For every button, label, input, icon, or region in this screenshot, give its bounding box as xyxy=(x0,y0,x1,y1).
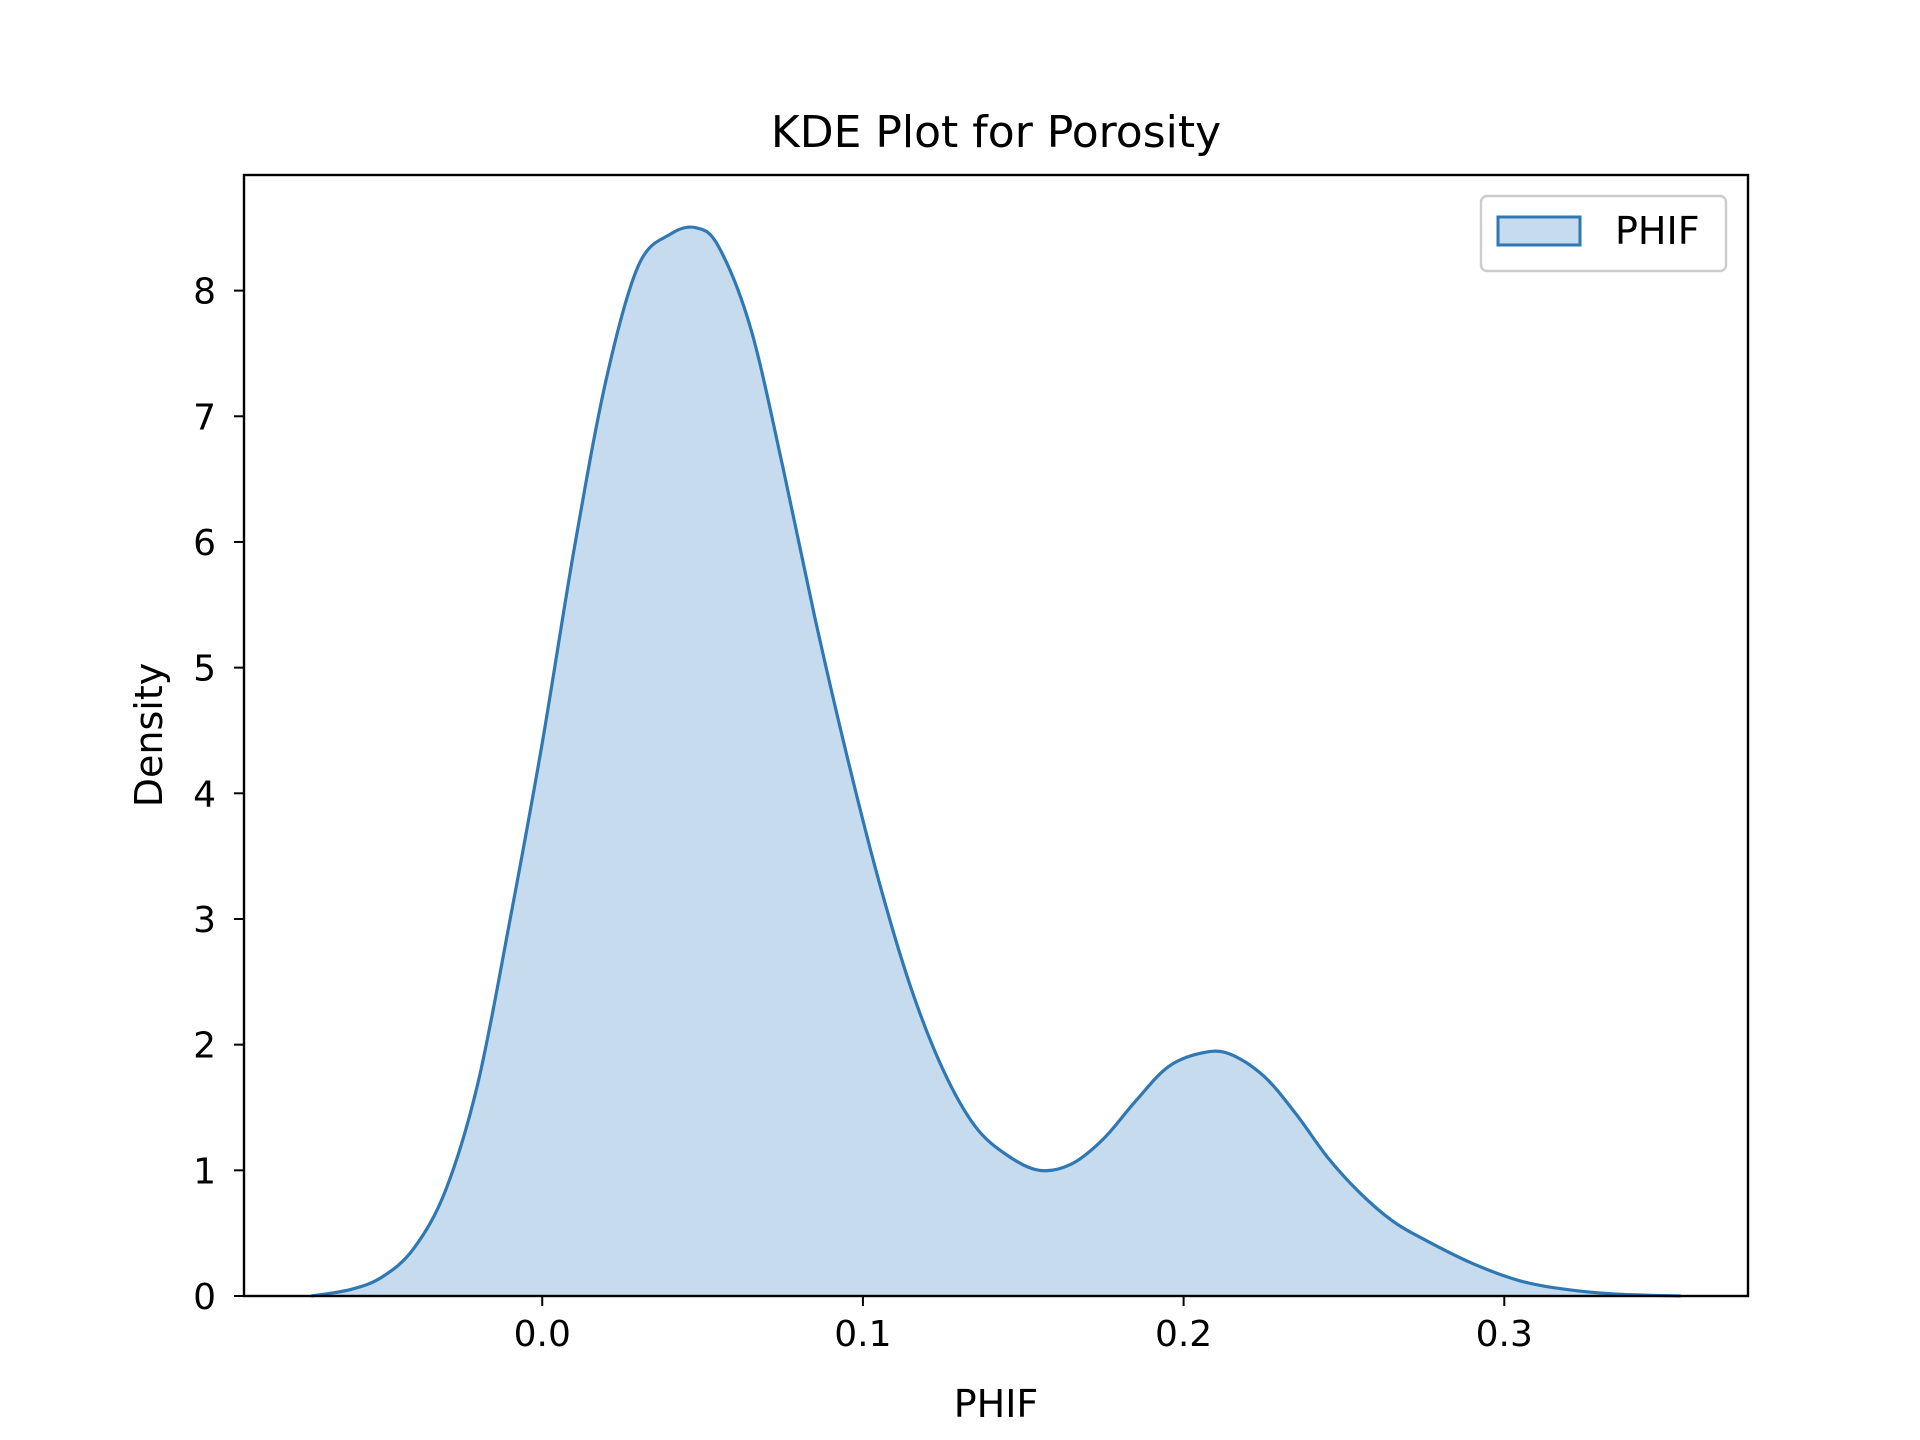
y-tick-label: 0 xyxy=(193,1277,216,1318)
y-axis-label: Density xyxy=(127,663,171,807)
x-axis-label: PHIF xyxy=(954,1382,1039,1426)
legend: PHIF xyxy=(1479,194,1728,273)
x-tick-label: 0.1 xyxy=(834,1314,891,1355)
y-tick-label: 7 xyxy=(193,397,216,438)
tick-group: 0.0 0.1 0.2 0.3 0 1 2 3 4 5 6 7 8 xyxy=(193,272,1533,1355)
y-tick-label: 1 xyxy=(193,1151,216,1192)
plot-area xyxy=(311,225,1681,1298)
chart-title: KDE Plot for Porosity xyxy=(771,107,1221,158)
y-tick-label: 6 xyxy=(193,523,216,564)
legend-swatch xyxy=(1496,215,1582,247)
y-tick-label: 4 xyxy=(193,774,216,815)
y-tick-label: 3 xyxy=(193,900,216,941)
x-tick-label: 0.2 xyxy=(1155,1314,1212,1355)
kde-fill-phif xyxy=(311,226,1681,1296)
x-tick-label: 0.0 xyxy=(514,1314,571,1355)
legend-box xyxy=(1479,194,1728,273)
legend-label: PHIF xyxy=(1615,209,1700,253)
axes-frame xyxy=(242,173,1750,1298)
x-tick-label: 0.3 xyxy=(1476,1314,1533,1355)
y-tick-label: 8 xyxy=(193,272,216,313)
kde-line-phif xyxy=(311,225,1681,1298)
y-tick-label: 2 xyxy=(193,1026,216,1067)
y-tick-label: 5 xyxy=(193,649,216,690)
